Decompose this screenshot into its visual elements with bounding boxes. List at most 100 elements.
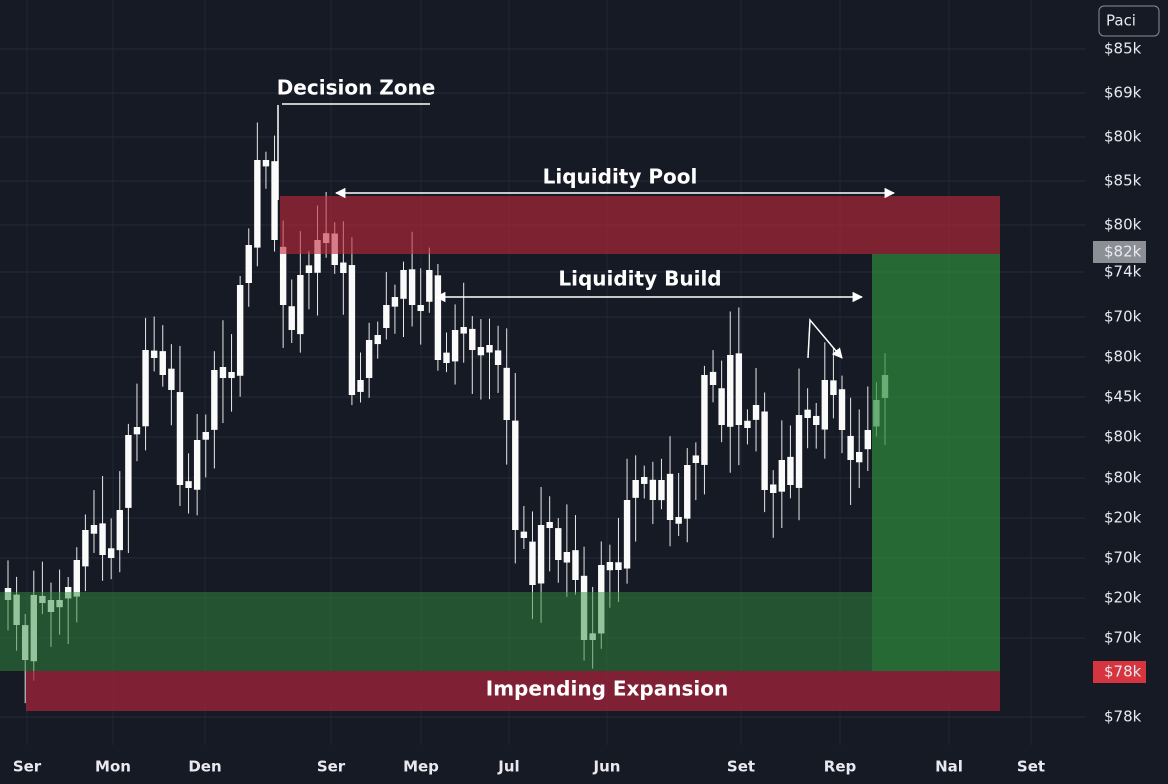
price-label: $69k [1104,84,1142,102]
price-label: $70k [1104,629,1142,647]
candle-body [426,270,433,302]
candle-body [142,350,149,427]
candle-body [288,306,295,330]
candle-body [228,372,235,379]
candle-body [572,550,579,580]
time-label: Set [727,758,755,776]
time-label: Set [1017,758,1045,776]
button[interactable] [1098,5,1160,37]
time-label: Jul [497,758,519,776]
time-label: Mep [403,758,439,776]
candle-body [297,275,304,335]
time-label: Ser [317,758,346,776]
candle-body [692,455,700,463]
liquidity-pool-label: Liquidity Pool [543,165,698,189]
candle-body [125,435,132,508]
price-label: $70k [1104,549,1142,567]
candle-body [718,388,725,425]
candle-body [838,389,846,430]
candle-body [735,353,743,425]
price-tag-bg [1093,661,1146,683]
candle-body [90,525,98,534]
candle-body [202,432,209,440]
price-label: $80k [1104,469,1142,487]
price-label: $85k [1104,172,1142,190]
candle-body [795,415,803,488]
candle-body [632,480,639,498]
candle-body [116,510,123,551]
candle-body [512,420,519,530]
candle-body [254,160,261,248]
candle-body [314,240,321,273]
candle-body [847,435,854,460]
candle-body [623,500,631,569]
candle-body [340,262,347,273]
candle-body [305,265,313,273]
liquidity-pool-zone [280,196,1000,254]
candle-body [391,297,399,307]
candle-body [176,392,184,485]
decision-zone-label: Decision Zone [277,76,436,100]
candle-body [658,480,665,501]
candle-body [701,375,708,465]
impending-expansion-label: Impending Expansion [486,677,728,701]
candle-body [211,370,218,430]
candle-body [107,548,115,558]
candle-body [434,275,442,360]
candle-body [400,270,407,299]
candle-body [279,246,287,305]
candle-body [666,473,674,520]
button-label[interactable]: Paci [1106,12,1136,30]
candle-body [365,340,373,378]
candle-body [752,405,760,420]
candle-body [245,245,252,284]
price-tag: $82k [1104,243,1142,261]
candle-body [727,355,734,427]
candle-body [477,347,485,356]
candle-body [649,479,657,500]
move-arrow [807,318,843,359]
candle-body [503,367,510,420]
candle-body [494,350,502,365]
time-label: Rep [824,758,857,776]
time-label: Ser [13,758,42,776]
support-zone [0,592,872,671]
price-label: $20k [1104,509,1142,527]
price-label: $85k [1104,40,1142,58]
candle-body [236,285,244,376]
candle-body [451,330,459,362]
candle-body [193,440,201,490]
time-label: Den [188,758,221,776]
candle-body [761,411,768,490]
candle-body [168,368,175,390]
candle-body [150,350,158,358]
time-label: Jun [593,758,621,776]
price-label: $80k [1104,348,1142,366]
candle-body [804,409,811,418]
candle-body [606,562,614,571]
candle-body [159,351,166,375]
candle-body [99,523,106,555]
candle-body [133,427,141,435]
candle-body [82,530,89,567]
candle-body [615,562,622,570]
price-tag: $78k [1104,663,1142,681]
candle-body [348,265,356,395]
candle-body [486,345,493,353]
candle-body [537,525,545,584]
candle-body [821,380,829,430]
price-label: $45k [1104,388,1142,406]
price-label: $20k [1104,589,1142,607]
candle-body [271,161,278,240]
candle-body [520,531,528,538]
price-label: $70k [1104,308,1142,326]
candle-body [856,452,863,463]
candle-body [417,305,424,312]
time-label: Mon [95,758,131,776]
price-label: $80k [1104,428,1142,446]
candle-body [408,269,416,305]
candle-body [529,541,536,585]
candle-body [555,528,562,560]
candle-body [675,517,682,524]
